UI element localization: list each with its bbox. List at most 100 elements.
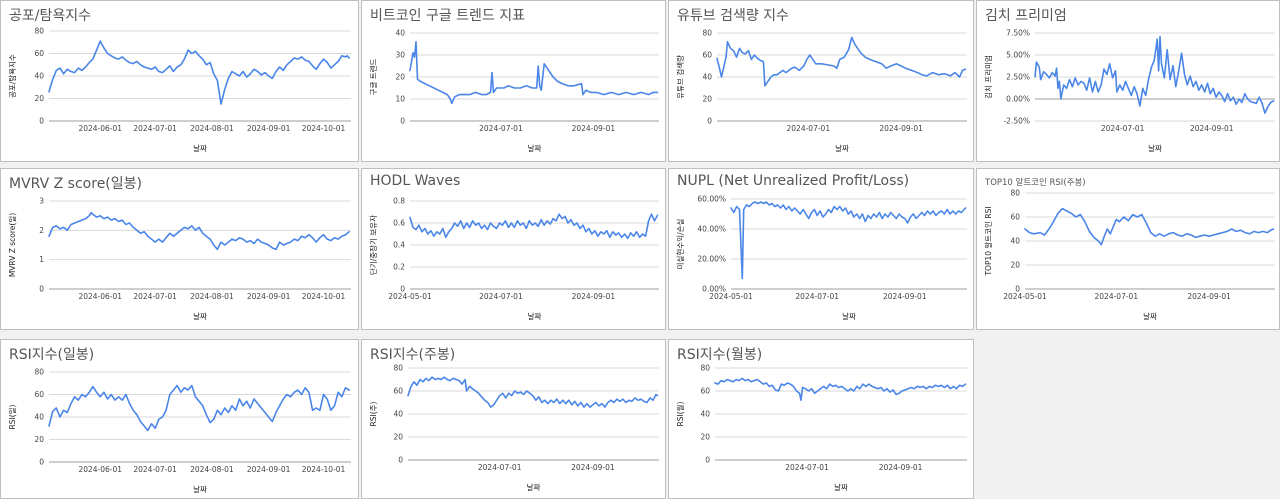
y-tick-label: 80 xyxy=(700,364,710,373)
y-axis-label: RSI(일) xyxy=(8,404,17,429)
series-line xyxy=(1024,207,1275,246)
y-tick-label: 20.00% xyxy=(697,255,726,264)
chart-title: NUPL (Net Unrealized Profit/Loss) xyxy=(677,173,910,189)
chart-svg: 0 20 40 60 80 2024-05-01 2024-07-01 2024-09-01 날… xyxy=(983,189,1275,321)
y-tick-label: 80 xyxy=(702,29,712,38)
chart-panel-hodl-waves[interactable]: HODL Waves 0 0.2 0.4 0.6 0.8 2024-05-01 2024-0… xyxy=(361,168,666,330)
y-tick-label: 20 xyxy=(34,94,44,103)
y-tick-label: 0 xyxy=(39,117,44,126)
x-tick-label: 2024-10-01 xyxy=(302,465,346,474)
x-tick-label: 2024-07-01 xyxy=(1101,124,1145,133)
chart-panel-rsi-monthly[interactable]: RSI지수(월봉) 0 20 40 60 80 2024-07-01 2024-09-01 날… xyxy=(668,339,974,499)
y-tick-label: 3 xyxy=(39,197,44,206)
chart-svg: 0 20 40 60 80 2024-07-01 2024-09-01 날짜 RSI(주) xyxy=(369,364,659,492)
chart-title: 김치 프리미엄 xyxy=(985,8,1067,24)
series-line xyxy=(409,41,659,105)
chart-panel-nupl[interactable]: NUPL (Net Unrealized Profit/Loss) 0.00% 2… xyxy=(668,168,974,330)
chart-title: 비트코인 구글 트렌드 지표 xyxy=(370,8,526,24)
chart-title: TOP10 알트코인 RSI(주봉) xyxy=(985,178,1086,188)
series-line xyxy=(1034,35,1275,114)
x-tick-label: 2024-08-01 xyxy=(190,124,234,133)
x-tick-label: 2024-09-01 xyxy=(879,124,923,133)
y-tick-label: 20 xyxy=(34,435,44,444)
y-tick-label: 2 xyxy=(39,226,44,235)
x-tick-label: 2024-05-01 xyxy=(388,292,432,301)
y-tick-label: 40 xyxy=(395,29,405,38)
y-tick-label: 80 xyxy=(1010,189,1020,198)
y-tick-label: 20 xyxy=(393,433,403,442)
y-tick-label: 30 xyxy=(395,51,405,60)
chart-title: RSI지수(주봉) xyxy=(370,347,456,363)
x-tick-label: 2024-08-01 xyxy=(190,292,234,301)
x-axis-label: 날짜 xyxy=(193,311,207,321)
y-axis-label: MVRV Z score(일) xyxy=(8,213,17,277)
x-tick-label: 2024-07-01 xyxy=(479,124,523,133)
y-tick-label: 0.6 xyxy=(393,219,405,228)
series-line xyxy=(716,36,967,87)
chart-panel-rsi-weekly[interactable]: RSI지수(주봉) 0 20 40 60 80 2024-07-01 2024-09-01 날… xyxy=(361,339,666,499)
x-tick-label: 2024-07-01 xyxy=(133,465,177,474)
x-tick-label: 2024-09-01 xyxy=(571,463,615,472)
y-tick-label: 7.50% xyxy=(1006,29,1030,38)
y-tick-label: 40 xyxy=(393,410,403,419)
y-tick-label: 20 xyxy=(1010,261,1020,270)
y-tick-label: 1 xyxy=(39,255,44,264)
chart-title: RSI지수(일봉) xyxy=(9,347,95,363)
chart-panel-fear-greed[interactable]: 공포/탐욕지수 0 20 40 60 80 2024-06-01 2024-07-01 202… xyxy=(0,0,359,162)
y-tick-label: 60 xyxy=(34,49,44,58)
chart-panel-bitcoin-google-trends[interactable]: 비트코인 구글 트렌드 지표 0 10 20 30 40 2024-07-01 2024-0… xyxy=(361,0,666,162)
series-line xyxy=(714,377,967,401)
x-tick-label: 2024-06-01 xyxy=(78,465,122,474)
x-tick-label: 2024-09-01 xyxy=(1187,292,1231,301)
y-tick-label: 0 xyxy=(400,117,405,126)
x-tick-label: 2024-07-01 xyxy=(479,292,523,301)
y-tick-label: 60 xyxy=(700,387,710,396)
y-axis-label: 구글 트렌드 xyxy=(368,58,378,95)
chart-panel-kimchi-premium[interactable]: 김치 프리미엄 -2.50% 0.00% 2.50% 5.00% 7.50% 2024-0… xyxy=(976,0,1280,162)
chart-svg: 0 10 20 30 40 2024-07-01 2024-09-01 날짜 구글 트렌드 xyxy=(368,29,659,153)
y-tick-label: 40 xyxy=(1010,237,1020,246)
x-tick-label: 2024-05-01 xyxy=(709,292,753,301)
y-tick-label: 40 xyxy=(702,73,712,82)
x-tick-label: 2024-07-01 xyxy=(787,124,831,133)
chart-svg: 0 1 2 3 2024-06-01 2024-07-01 2024-08-01 2024-0… xyxy=(8,197,351,321)
chart-svg: 0 0.2 0.4 0.6 0.8 2024-05-01 2024-07-01 2024-09… xyxy=(368,197,659,321)
y-tick-label: 20 xyxy=(702,95,712,104)
y-tick-label: 0.4 xyxy=(393,241,405,250)
x-tick-label: 2024-06-01 xyxy=(78,292,122,301)
y-tick-label: 60 xyxy=(702,51,712,60)
y-tick-label: 0.00% xyxy=(1006,95,1030,104)
x-tick-label: 2024-07-01 xyxy=(795,292,839,301)
x-axis-label: 날짜 xyxy=(1148,143,1162,153)
x-axis-label: 날짜 xyxy=(1143,311,1157,321)
x-axis-label: 날짜 xyxy=(835,143,849,153)
series-line xyxy=(48,40,350,105)
x-axis-label: 날짜 xyxy=(193,484,207,494)
series-line xyxy=(407,376,659,408)
chart-title: RSI지수(월봉) xyxy=(677,347,763,363)
x-tick-label: 2024-09-01 xyxy=(247,124,291,133)
chart-panel-top10-altcoin-rsi[interactable]: TOP10 알트코인 RSI(주봉) 0 20 40 60 80 2024-05-01 20… xyxy=(976,168,1280,330)
chart-title: MVRV Z score(일봉) xyxy=(9,176,142,192)
chart-svg: 0 20 40 60 80 2024-06-01 2024-07-01 2024-08-01 2… xyxy=(8,368,351,494)
x-axis-label: 날짜 xyxy=(834,482,848,492)
y-tick-label: 2.50% xyxy=(1006,73,1030,82)
x-tick-label: 2024-07-01 xyxy=(133,292,177,301)
y-axis-label: 미실현수익/손실 xyxy=(675,218,685,269)
x-tick-label: 2024-09-01 xyxy=(572,292,616,301)
y-tick-label: 0 xyxy=(39,458,44,467)
chart-panel-youtube-search[interactable]: 유튜브 검색량 지수 0 20 40 60 80 2024-07-01 2024-09-01… xyxy=(668,0,974,162)
y-tick-label: 0 xyxy=(1015,285,1020,294)
y-tick-label: 20 xyxy=(700,433,710,442)
x-tick-label: 2024-07-01 xyxy=(785,463,829,472)
chart-panel-rsi-daily[interactable]: RSI지수(일봉) 0 20 40 60 80 2024-06-01 2024-07-01 2… xyxy=(0,339,359,499)
y-axis-label: RSI(주) xyxy=(369,401,378,426)
x-tick-label: 2024-09-01 xyxy=(247,292,291,301)
chart-panel-mvrv-z[interactable]: MVRV Z score(일봉) 0 1 2 3 2024-06-01 2024-07-0… xyxy=(0,168,359,330)
y-axis-label: 유튜브 검색량 xyxy=(675,55,685,99)
series-line xyxy=(409,213,659,240)
y-axis-label: TOP10 알트코인 RSI xyxy=(983,206,993,276)
y-tick-label: 80 xyxy=(393,364,403,373)
y-tick-label: -2.50% xyxy=(1003,117,1030,126)
y-tick-label: 0 xyxy=(398,456,403,465)
